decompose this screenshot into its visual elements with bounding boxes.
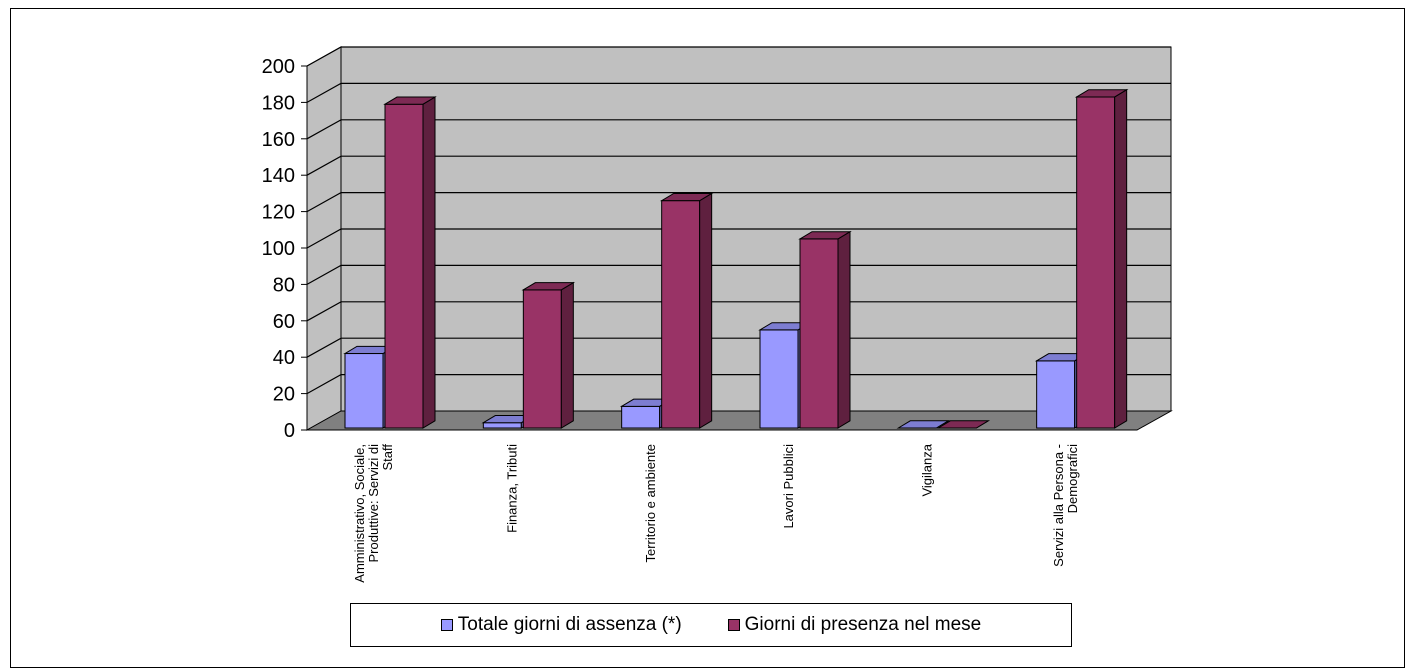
bar-front: [482, 422, 522, 429]
y-tick-label: 120: [262, 202, 295, 224]
gridline: [306, 119, 1171, 140]
bar-side: [699, 192, 713, 429]
bar-front: [384, 103, 424, 429]
x-tick-label: Servizi alla Persona -Demografici: [1051, 444, 1080, 567]
bar-side: [837, 230, 851, 429]
x-tick-label: Territorio e ambiente: [643, 444, 658, 563]
bar-side: [1114, 88, 1128, 429]
bar-side: [560, 281, 574, 429]
bar-top: [798, 231, 852, 240]
bar-side: [422, 96, 436, 429]
gridline: [306, 228, 1171, 249]
gridline: [306, 264, 1171, 285]
x-tick-label: Lavori Pubblici: [781, 444, 796, 529]
bar-front: [1036, 360, 1076, 429]
legend-label-presenza: Giorni di presenza nel mese: [744, 614, 982, 635]
legend-label-assenza: Totale giorni di assenza (*): [457, 614, 682, 635]
bar-top: [383, 96, 437, 105]
legend-item-presenza: Giorni di presenza nel mese: [727, 614, 982, 636]
y-tick-label: 80: [273, 274, 295, 296]
y-tick-label: 160: [262, 129, 295, 151]
legend-swatch-assenza: [440, 619, 453, 631]
gridline: [306, 374, 1171, 395]
chart: 0 20 40 60 80 100 120 140 160 180 200 Amministrativ…: [262, 46, 1173, 583]
gridline: [306, 82, 1171, 103]
bar-top: [521, 282, 576, 291]
bar-top: [1074, 89, 1129, 98]
gridline: [306, 337, 1171, 358]
bar-top: [659, 192, 714, 202]
y-tick-label: 180: [262, 92, 295, 114]
gridline: [306, 155, 1171, 176]
gridline: [306, 301, 1171, 322]
bar-front: [799, 238, 839, 429]
bar-front: [1076, 96, 1116, 429]
bar-front: [344, 353, 384, 429]
y-tick-label: 200: [262, 56, 295, 78]
y-tick-label: 40: [273, 347, 295, 369]
bar-front: [621, 405, 661, 429]
x-tick-label: Finanza, Tributi: [505, 444, 520, 533]
legend-swatch-presenza: [727, 619, 740, 631]
y-tick-label: 0: [284, 420, 295, 442]
legend: Totale giorni di assenza (*) Giorni di p…: [350, 603, 1072, 647]
y-tick-label: 60: [273, 311, 295, 333]
y-tick-label: 140: [262, 165, 295, 187]
bar-top: [896, 420, 951, 429]
gridline: [306, 46, 1171, 67]
bar-top: [936, 420, 991, 429]
bar-front: [759, 329, 799, 429]
bar-front: [522, 289, 562, 429]
bar-front: [661, 200, 701, 429]
y-tick-label: 20: [273, 384, 295, 406]
x-tick-label: Amministrativo, Sociale,Produttive: Serv…: [352, 444, 395, 583]
gridline: [306, 192, 1171, 213]
y-tick-label: 100: [262, 238, 295, 260]
legend-item-assenza: Totale giorni di assenza (*): [440, 614, 682, 636]
x-tick-label: Vigilanza: [920, 443, 935, 496]
